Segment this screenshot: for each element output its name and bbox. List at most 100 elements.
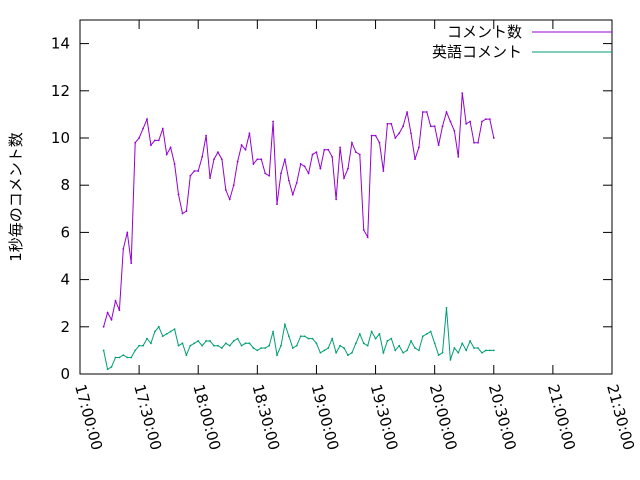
data-point <box>295 344 298 347</box>
data-point <box>339 344 341 347</box>
data-point <box>433 125 436 128</box>
data-point <box>315 151 318 154</box>
data-point <box>181 212 184 215</box>
data-point <box>189 344 192 347</box>
data-point <box>181 342 184 345</box>
data-point <box>492 137 495 139</box>
data-point <box>240 144 243 146</box>
data-point <box>134 141 137 144</box>
data-point <box>386 122 389 125</box>
data-point <box>256 158 259 161</box>
data-point <box>236 160 239 163</box>
data-point <box>307 337 310 340</box>
data-point <box>213 344 215 347</box>
data-point <box>224 342 227 345</box>
y-tick-label: 8 <box>60 176 70 194</box>
data-point <box>205 134 208 137</box>
data-point <box>244 342 247 345</box>
data-point <box>165 332 168 335</box>
data-point <box>366 344 369 347</box>
data-point <box>370 134 373 137</box>
y-tick-label: 10 <box>51 129 70 147</box>
data-point <box>374 134 377 137</box>
data-point <box>465 122 468 125</box>
data-point <box>488 118 491 121</box>
data-point <box>130 262 133 264</box>
data-point <box>461 92 464 95</box>
x-tick-label: 19:30:00 <box>367 382 402 452</box>
data-point <box>402 125 405 128</box>
data-point <box>284 158 286 161</box>
data-point <box>248 342 251 345</box>
series-group <box>102 92 495 371</box>
data-point <box>276 203 278 205</box>
data-point <box>284 323 286 326</box>
data-point <box>228 344 231 347</box>
data-point <box>260 158 263 161</box>
x-tick-label: 21:30:00 <box>603 382 638 452</box>
data-point <box>406 349 408 352</box>
data-point <box>402 351 405 354</box>
data-point <box>272 330 274 333</box>
data-point <box>390 337 393 340</box>
data-point <box>339 146 341 149</box>
data-point <box>347 167 349 170</box>
data-point <box>264 347 267 349</box>
data-point <box>276 354 278 357</box>
data-point <box>382 351 385 354</box>
data-point <box>146 337 148 340</box>
y-tick-label: 4 <box>60 271 70 289</box>
data-point <box>421 335 424 338</box>
data-point <box>343 347 345 349</box>
data-point <box>126 356 129 359</box>
data-point <box>477 141 479 144</box>
data-point <box>362 342 365 345</box>
data-point <box>110 366 113 368</box>
y-tick-label: 12 <box>51 82 70 100</box>
data-point <box>351 351 353 354</box>
data-point <box>295 181 298 184</box>
data-point <box>177 193 180 196</box>
data-point <box>232 340 235 342</box>
data-point <box>268 174 271 177</box>
data-point <box>169 330 172 333</box>
x-tick-label: 18:30:00 <box>248 382 283 452</box>
data-point <box>122 354 125 357</box>
y-tick-label: 0 <box>60 365 70 383</box>
data-point <box>445 307 448 309</box>
data-point <box>406 111 408 113</box>
data-point <box>386 340 389 342</box>
series-line-0 <box>103 93 495 327</box>
data-point <box>118 309 121 312</box>
data-point <box>410 340 412 342</box>
data-point <box>488 349 491 352</box>
data-point <box>157 325 160 328</box>
data-point <box>358 332 361 335</box>
data-point <box>224 189 227 191</box>
y-tick-label: 14 <box>51 35 70 53</box>
data-point <box>374 337 377 340</box>
data-point <box>106 368 109 371</box>
data-point <box>303 335 306 338</box>
data-point <box>268 344 271 347</box>
data-point <box>323 349 326 352</box>
data-point <box>173 163 176 165</box>
x-tick-label: 18:00:00 <box>189 382 224 452</box>
data-point <box>347 354 349 357</box>
data-point <box>153 330 156 333</box>
data-point <box>197 340 200 342</box>
x-tick-label: 17:30:00 <box>130 382 165 452</box>
data-point <box>441 351 444 354</box>
data-point <box>280 172 282 175</box>
data-point <box>354 342 357 345</box>
data-point <box>378 332 381 335</box>
data-point <box>481 351 483 354</box>
data-point <box>394 137 397 139</box>
x-tick-label: 20:30:00 <box>485 382 520 452</box>
data-point <box>189 174 192 177</box>
data-point <box>319 167 322 170</box>
data-point <box>102 325 105 328</box>
data-point <box>110 318 113 321</box>
data-point <box>232 184 235 187</box>
data-point <box>252 347 255 349</box>
